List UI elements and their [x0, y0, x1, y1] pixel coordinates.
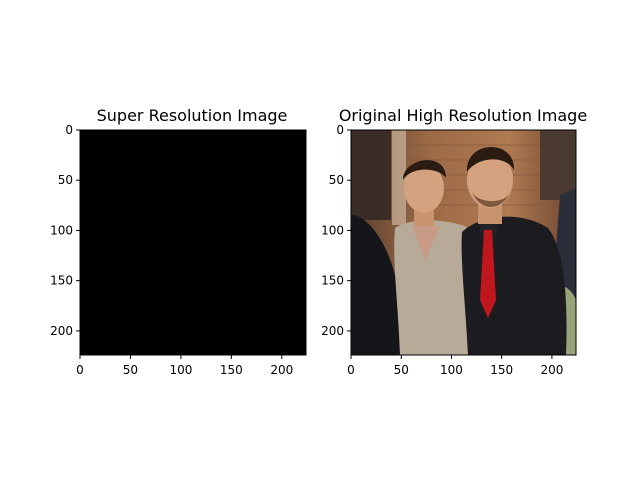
- y-tick-label: 50: [329, 173, 344, 187]
- x-tick-label: 100: [169, 363, 192, 377]
- x-tick-label: 50: [123, 363, 138, 377]
- x-tick-label: 200: [270, 363, 293, 377]
- y-tick-label: 0: [336, 123, 344, 137]
- y-axis: 0 50 100 150 200: [321, 123, 351, 338]
- x-tick-label: 200: [540, 363, 563, 377]
- original-photo: [351, 130, 576, 355]
- x-tick-label: 0: [76, 363, 84, 377]
- subplot-title: Super Resolution Image: [97, 106, 288, 125]
- x-tick-label: 150: [490, 363, 513, 377]
- y-tick-label: 150: [321, 274, 344, 288]
- y-tick-label: 0: [65, 123, 73, 137]
- y-tick-label: 100: [50, 223, 73, 237]
- y-axis: 0 50 100 150 200: [50, 123, 80, 338]
- y-tick-label: 100: [321, 223, 344, 237]
- x-axis: 0 50 100 150 200: [76, 355, 293, 377]
- super-resolution-image: [80, 130, 306, 355]
- subplot-title: Original High Resolution Image: [339, 106, 587, 125]
- x-tick-label: 50: [394, 363, 409, 377]
- x-tick-label: 0: [347, 363, 355, 377]
- y-tick-label: 150: [50, 274, 73, 288]
- subplot-super-resolution: Super Resolution Image 0 50 100 150 200 0 50 1…: [50, 106, 307, 377]
- x-tick-label: 150: [220, 363, 243, 377]
- subplot-original-high-resolution: Original High Resolution Image: [321, 106, 587, 377]
- y-tick-label: 200: [50, 324, 73, 338]
- x-tick-label: 100: [440, 363, 463, 377]
- x-axis: 0 50 100 150 200: [347, 355, 563, 377]
- axes-frame: [350, 129, 577, 356]
- y-tick-label: 200: [321, 324, 344, 338]
- axes-frame: [79, 129, 307, 356]
- y-tick-label: 50: [58, 173, 73, 187]
